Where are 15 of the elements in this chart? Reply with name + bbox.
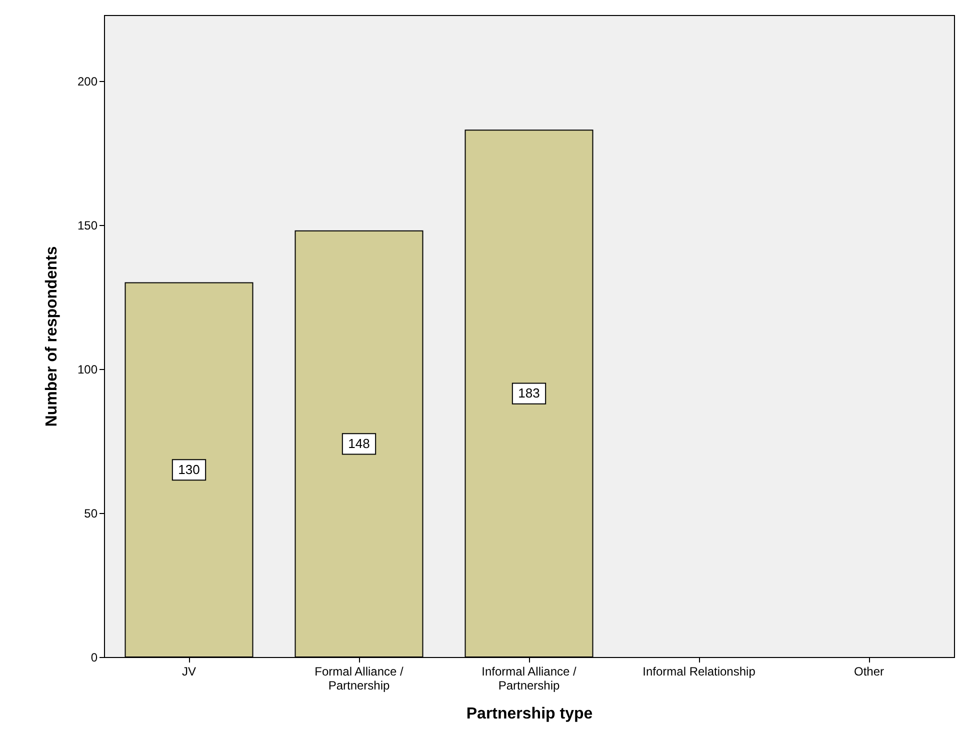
data-label: 148	[348, 436, 370, 451]
x-tick-label: Informal Alliance / Partnership	[482, 664, 578, 692]
y-tick-label: 100	[77, 362, 98, 377]
x-tick-label: Other	[854, 664, 884, 678]
x-axis-title: Partnership type	[466, 706, 593, 722]
y-axis-title: Number of respondents	[43, 246, 60, 427]
data-label: 183	[518, 386, 540, 401]
y-tick-label: 150	[77, 218, 98, 233]
y-tick-label: 200	[77, 74, 98, 89]
x-tick-label: JV	[182, 664, 196, 678]
y-tick-label: 0	[90, 650, 98, 664]
x-tick-label: Informal Relationship	[642, 664, 756, 678]
data-label: 130	[178, 462, 200, 477]
x-tick-label: Formal Alliance / Partnership	[314, 664, 404, 692]
y-tick-label: 50	[84, 506, 98, 521]
